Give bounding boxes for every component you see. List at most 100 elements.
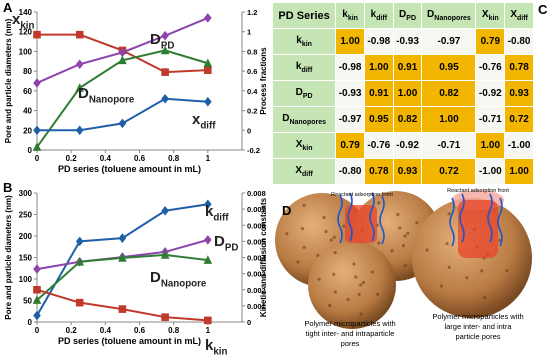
- table-cell: -0.76: [475, 54, 506, 81]
- pore: [352, 262, 356, 266]
- table-cell: 0.95: [421, 54, 477, 81]
- marker: [33, 310, 41, 321]
- series-label-sub: PD: [161, 41, 175, 52]
- pore: [447, 265, 451, 269]
- cell-main: D: [295, 87, 303, 98]
- y2-tick-label: 0.4: [247, 87, 258, 96]
- marker: [203, 58, 213, 68]
- marker: [75, 298, 84, 307]
- table-cell: 0.95: [363, 106, 394, 133]
- pore: [403, 264, 407, 268]
- y2-tick-label: 0.008: [247, 189, 266, 198]
- polymer-chain: [337, 194, 343, 244]
- y2-tick-label: 0: [247, 318, 251, 327]
- series-label-main: k: [205, 337, 214, 354]
- marker: [161, 93, 169, 104]
- caption: pores: [341, 339, 360, 348]
- marker: [204, 199, 212, 210]
- cell-sub: kin: [488, 15, 499, 22]
- table-row: Xdiff -0.80 0.78 0.93 0.72 -1.00 1.00: [271, 158, 534, 185]
- pore: [329, 238, 333, 242]
- table-cell: -0.93: [335, 80, 365, 107]
- column-header: kdiff: [363, 2, 394, 29]
- cell-main: k: [295, 61, 302, 72]
- y2-tick-label: 1.2: [247, 8, 257, 17]
- pore: [317, 277, 321, 281]
- y-tick-label: 250: [19, 211, 33, 220]
- pore: [390, 249, 394, 253]
- pore: [498, 238, 502, 242]
- table-cell: 0.91: [392, 54, 423, 81]
- table-row: DNanopores -0.97 0.95 0.82 1.00 -0.71 0.72: [271, 106, 534, 133]
- table-cell: 0.78: [363, 158, 394, 185]
- table-cell: -0.92: [475, 80, 506, 107]
- series-line: [36, 288, 208, 322]
- cell-sub: kin: [347, 15, 358, 22]
- x-tick-label: 1: [206, 326, 211, 335]
- polymer-chain: [487, 193, 493, 243]
- cell-sub: diff: [301, 67, 313, 74]
- header-row: PD Series kkin kdiff DPD DNanopores Xkin Xdiff: [271, 2, 534, 29]
- marker: [204, 13, 212, 23]
- pore: [357, 292, 361, 297]
- x-tick-label: 0.4: [100, 326, 112, 335]
- series-label-main: x: [192, 111, 201, 128]
- marker: [33, 285, 41, 294]
- table-cell: -0.97: [421, 28, 477, 55]
- table-row: kkin 1.00 -0.98 -0.93 -0.97 0.79 -0.80: [271, 28, 534, 55]
- front-label: Reactant adsorption front: [331, 192, 393, 198]
- table-cell: 0.82: [392, 106, 423, 133]
- pore: [322, 215, 326, 220]
- marker: [118, 47, 127, 58]
- y2-axis-title: Kinetic and diffusion constants: [259, 197, 268, 317]
- x-tick-label: 0.6: [134, 154, 146, 163]
- table-cell: 1.00: [475, 132, 506, 159]
- cell-sub: Nanopores: [434, 15, 471, 22]
- table-cell: -0.71: [421, 132, 477, 159]
- y-tick-label: 150: [19, 254, 33, 263]
- caption: large inter- and intra: [444, 322, 512, 331]
- pore: [447, 212, 451, 216]
- cell-sub: kin: [302, 145, 313, 152]
- caption: Polymer microparticles with: [304, 319, 395, 328]
- panel-label: B: [3, 180, 12, 195]
- cell-main: D: [427, 9, 435, 20]
- y-tick-label: 50: [23, 297, 32, 306]
- row-header: DNanopores: [271, 106, 337, 133]
- adsorption-front: [345, 205, 377, 243]
- pore: [377, 201, 381, 205]
- table-cell: 0.93: [392, 158, 423, 185]
- cell-main: k: [342, 9, 348, 20]
- y2-axis-title: Process fractions: [259, 47, 268, 115]
- cell-sub: diff: [376, 15, 388, 22]
- cell-main: X: [510, 9, 517, 20]
- y2-tick-label: 0: [247, 126, 251, 135]
- panel-label: C: [538, 2, 548, 17]
- pore: [445, 241, 449, 246]
- pore: [425, 248, 429, 252]
- x-tick-label: 0: [35, 154, 40, 163]
- pore: [285, 232, 289, 236]
- pore: [505, 269, 509, 273]
- pore: [415, 221, 419, 225]
- y-tick-label: 140: [19, 8, 33, 17]
- marker: [75, 125, 84, 136]
- marker: [75, 236, 84, 247]
- y2-tick-label: 0.005: [247, 237, 266, 246]
- pore: [342, 224, 346, 228]
- pore: [362, 280, 366, 285]
- panel-label: A: [3, 0, 13, 15]
- y-tick-label: 20: [23, 126, 32, 135]
- x-tick-label: 0.4: [100, 154, 112, 163]
- y-tick-label: 120: [19, 28, 33, 37]
- front-label: Reactant adsorption front: [447, 188, 509, 194]
- table-cell: -0.93: [392, 28, 423, 55]
- x-tick-label: 0.2: [66, 154, 78, 163]
- series-label: kkin: [205, 337, 227, 357]
- table-cell: 1.00: [363, 54, 394, 81]
- table-cell: -1.00: [475, 158, 506, 185]
- table-cell: 1.00: [335, 28, 365, 55]
- pore: [354, 275, 358, 279]
- caption: Polymer microparticles with: [432, 312, 523, 321]
